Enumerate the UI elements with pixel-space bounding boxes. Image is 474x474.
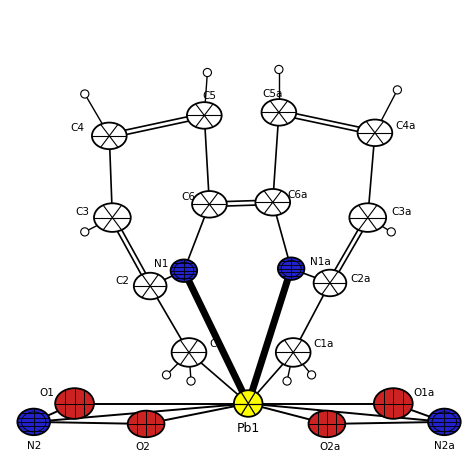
Text: Pb1: Pb1 [237, 422, 260, 435]
Ellipse shape [283, 377, 291, 385]
Ellipse shape [18, 409, 50, 435]
Text: C1a: C1a [314, 339, 334, 349]
Ellipse shape [255, 189, 290, 216]
Ellipse shape [278, 257, 304, 280]
Ellipse shape [203, 68, 211, 77]
Ellipse shape [81, 90, 89, 98]
Ellipse shape [393, 86, 401, 94]
Ellipse shape [374, 388, 413, 419]
Ellipse shape [92, 123, 127, 149]
Text: O2a: O2a [319, 442, 341, 452]
Text: C5a: C5a [263, 89, 283, 99]
Text: C4: C4 [71, 123, 85, 133]
Text: C6: C6 [181, 192, 195, 202]
Ellipse shape [309, 410, 345, 437]
Ellipse shape [55, 388, 94, 419]
Ellipse shape [94, 203, 131, 232]
Ellipse shape [308, 371, 316, 379]
Text: N2a: N2a [434, 441, 455, 451]
Ellipse shape [171, 259, 197, 282]
Text: C2a: C2a [350, 274, 371, 284]
Text: C4a: C4a [395, 121, 416, 131]
Text: C1: C1 [210, 339, 223, 349]
Ellipse shape [134, 273, 166, 299]
Ellipse shape [192, 191, 227, 218]
Ellipse shape [314, 270, 346, 296]
Text: O1: O1 [39, 388, 54, 398]
Text: C2: C2 [116, 276, 130, 286]
Ellipse shape [234, 390, 263, 417]
Ellipse shape [428, 409, 461, 435]
Ellipse shape [163, 371, 171, 379]
Ellipse shape [357, 119, 392, 146]
Text: N2: N2 [27, 441, 41, 451]
Text: O2: O2 [136, 442, 150, 452]
Text: N1a: N1a [310, 256, 330, 266]
Text: C3a: C3a [391, 208, 411, 218]
Ellipse shape [349, 203, 386, 232]
Ellipse shape [387, 228, 395, 236]
Ellipse shape [187, 102, 222, 129]
Ellipse shape [275, 65, 283, 73]
Ellipse shape [276, 338, 310, 367]
Text: C3: C3 [75, 208, 89, 218]
Text: C6a: C6a [287, 190, 308, 200]
Ellipse shape [187, 377, 195, 385]
Text: N1: N1 [154, 258, 169, 269]
Text: O1a: O1a [414, 388, 435, 398]
Ellipse shape [81, 228, 89, 236]
Ellipse shape [172, 338, 206, 367]
Ellipse shape [262, 99, 296, 126]
Text: C5: C5 [202, 91, 217, 101]
Ellipse shape [128, 410, 164, 437]
